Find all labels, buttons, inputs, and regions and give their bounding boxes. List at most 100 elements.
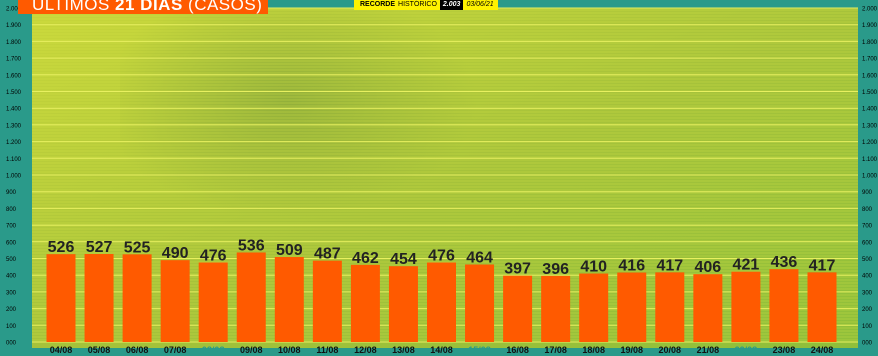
y-tick-label-left: 400 <box>6 274 17 280</box>
x-tick-label: 20/08 <box>659 345 682 355</box>
record-date: 03/06/21 <box>466 1 494 8</box>
y-tick-label-right: 800 <box>862 207 873 213</box>
bar <box>769 269 799 342</box>
y-tick-label-right: 300 <box>862 290 873 296</box>
y-tick-label-left: 000 <box>6 341 17 347</box>
bar <box>693 274 723 342</box>
data-label: 527 <box>86 239 113 256</box>
x-tick-label: 17/08 <box>544 345 567 355</box>
y-tick-label-left: 1.100 <box>6 157 22 163</box>
y-tick-label-right: 700 <box>862 224 873 230</box>
record-label: RECORDE <box>360 1 396 8</box>
y-tick-label-left: 700 <box>6 224 17 230</box>
data-label: 490 <box>162 245 189 262</box>
bar <box>46 254 76 342</box>
bar <box>579 273 609 342</box>
x-tick-label: 18/08 <box>582 345 605 355</box>
y-tick-label-left: 600 <box>6 240 17 246</box>
bar <box>198 262 228 342</box>
x-tick-label: 13/08 <box>392 345 415 355</box>
y-tick-label-right: 1.700 <box>862 57 878 63</box>
x-tick-label: 09/08 <box>240 345 263 355</box>
title-bold: 21 DIAS <box>115 0 183 14</box>
y-tick-label-right: 500 <box>862 257 873 263</box>
y-tick-label-left: 1.300 <box>6 123 22 129</box>
data-label: 526 <box>48 239 75 256</box>
y-tick-label-right: 1.200 <box>862 140 878 146</box>
virus-watermark <box>120 10 540 270</box>
x-axis: 04/08 05/08 06/08 07/08 08/08 09/08 10/08 11/08… <box>50 345 834 355</box>
x-tick-label: 15/08 <box>468 345 491 355</box>
y-axis-left: 000 100 200 300 400 500 600 700 800 900 1.000 1.100… <box>6 7 22 347</box>
x-tick-label: 19/08 <box>620 345 643 355</box>
record-badge: RECORDE HISTÓRICO 2.003 03/06/21 <box>354 0 498 10</box>
x-tick-label: 21/08 <box>697 345 720 355</box>
data-label: 421 <box>733 257 760 274</box>
y-tick-label-left: 1.500 <box>6 90 22 96</box>
x-tick-label: 06/08 <box>126 345 149 355</box>
data-label: 396 <box>542 261 569 278</box>
bar <box>84 253 114 342</box>
data-label: 397 <box>504 261 531 278</box>
y-tick-label-right: 1.500 <box>862 90 878 96</box>
y-tick-label-right: 1.000 <box>862 174 878 180</box>
x-tick-label: 05/08 <box>88 345 111 355</box>
data-label: 464 <box>466 250 493 267</box>
bar <box>160 260 190 342</box>
y-tick-label-left: 800 <box>6 207 17 213</box>
bar <box>465 264 495 342</box>
x-tick-label: 07/08 <box>164 345 187 355</box>
data-label: 416 <box>618 258 645 275</box>
x-tick-label: 12/08 <box>354 345 377 355</box>
record-value: 2.003 <box>439 0 464 10</box>
data-label: 525 <box>124 239 151 256</box>
y-tick-label-right: 1.300 <box>862 123 878 129</box>
data-label: 476 <box>200 248 227 265</box>
y-tick-label-right: 000 <box>862 341 873 347</box>
y-tick-label-right: 1.800 <box>862 40 878 46</box>
data-label: 509 <box>276 242 303 259</box>
bar <box>350 264 380 342</box>
data-label: 476 <box>428 248 455 265</box>
bar <box>274 256 304 342</box>
bar <box>807 272 837 342</box>
data-label: 410 <box>580 259 607 276</box>
y-tick-label-right: 100 <box>862 324 873 330</box>
title-suffix: (CASOS) <box>188 0 263 14</box>
bar <box>617 272 647 342</box>
x-tick-label: 24/08 <box>811 345 834 355</box>
x-tick-label: 08/08 <box>202 345 225 355</box>
y-tick-label-left: 300 <box>6 290 17 296</box>
y-tick-label-left: 2.000 <box>6 7 22 13</box>
y-tick-label-right: 1.600 <box>862 73 878 79</box>
y-tick-label-right: 400 <box>862 274 873 280</box>
bar <box>427 262 456 342</box>
x-tick-label: 10/08 <box>278 345 301 355</box>
y-tick-label-left: 1.400 <box>6 107 22 113</box>
y-tick-label-left: 500 <box>6 257 17 263</box>
y-tick-label-right: 1.900 <box>862 23 878 29</box>
y-tick-label-left: 1.600 <box>6 73 22 79</box>
y-axis-right: 000 100 200 300 400 500 600 700 800 900 1.000 1.100… <box>862 7 878 347</box>
record-text: HISTÓRICO <box>398 1 437 8</box>
y-tick-label-right: 2.000 <box>862 7 878 13</box>
bars <box>46 252 837 342</box>
title-prefix: ÚLTIMOS <box>32 0 110 14</box>
chart-title: ÚLTIMOS 21 DIAS (CASOS) <box>18 0 268 14</box>
bar <box>503 275 533 342</box>
bar <box>541 275 571 342</box>
data-label: 436 <box>771 254 798 271</box>
data-label: 487 <box>314 246 341 263</box>
data-labels: 526 527 525 490 476 536 509 487 462 454 476 464 397 3… <box>48 237 836 277</box>
bar <box>122 254 152 342</box>
data-label: 454 <box>390 251 417 268</box>
y-tick-label-right: 600 <box>862 240 873 246</box>
x-tick-label: 23/08 <box>773 345 796 355</box>
bar <box>312 260 342 342</box>
y-tick-label-left: 1.700 <box>6 57 22 63</box>
x-tick-label: 14/08 <box>430 345 453 355</box>
y-tick-label-left: 1.000 <box>6 174 22 180</box>
x-tick-label: 22/08 <box>735 345 758 355</box>
x-tick-label: 16/08 <box>506 345 529 355</box>
